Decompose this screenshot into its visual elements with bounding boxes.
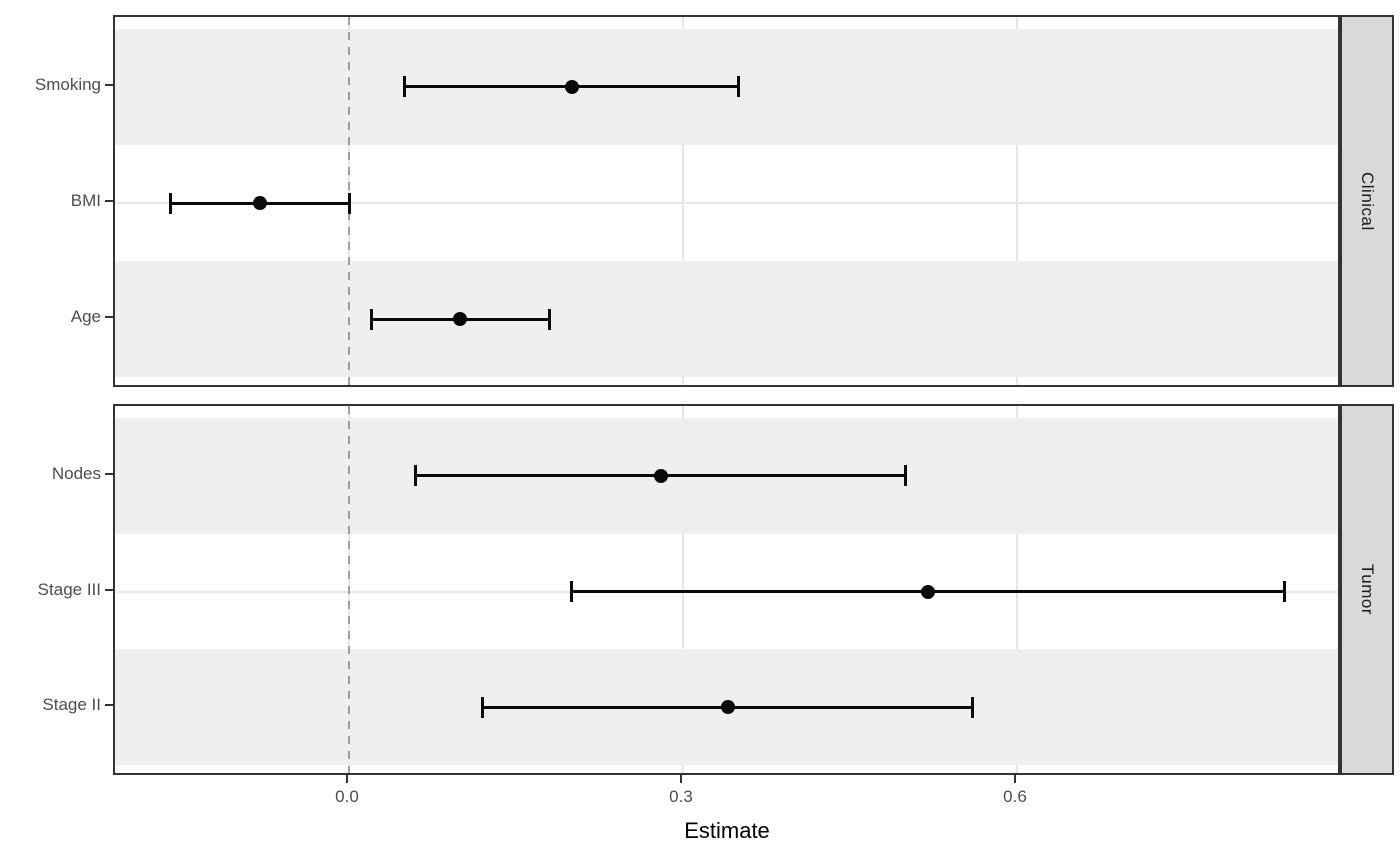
gridline-x-0.3 <box>681 17 684 385</box>
y-axis-label-bmi: BMI <box>70 191 101 210</box>
y-axis-label-nodes: Nodes <box>51 463 101 483</box>
gridline-x-0.6 <box>1015 406 1018 773</box>
error-bar-cap-high-stage-iii <box>1282 581 1286 602</box>
point-estimate-age <box>453 312 468 327</box>
error-bar-cap-low-stage-iii <box>570 581 574 602</box>
y-axis-tick-nodes <box>105 472 113 475</box>
x-axis-tick-0.3 <box>679 775 682 783</box>
error-bar-cap-high-age <box>547 308 551 330</box>
x-axis-tick-label-0.3: 0.3 <box>669 787 693 806</box>
facet-panel-clinical <box>113 15 1340 387</box>
y-axis-label-smoking: Smoking <box>34 74 101 94</box>
error-bar-cap-low-bmi <box>169 192 173 214</box>
error-bar-cap-high-smoking <box>737 76 741 98</box>
error-bar-cap-low-stage-ii <box>481 696 485 718</box>
facet-panel-tumor <box>113 404 1340 775</box>
error-bar-cap-high-bmi <box>347 192 351 214</box>
point-estimate-nodes <box>653 468 668 483</box>
x-axis-tick-0.6 <box>1013 775 1016 783</box>
y-axis-tick-smoking <box>105 83 113 86</box>
point-estimate-stage-ii <box>720 700 735 715</box>
zero-reference-line <box>348 406 350 773</box>
gridline-y-bmi <box>115 202 1338 204</box>
x-axis-tick-0.0 <box>346 775 348 783</box>
point-estimate-bmi <box>252 196 267 210</box>
facet-strip-clinical: Clinical <box>1340 15 1394 387</box>
row-stripe-age <box>115 261 1338 378</box>
x-axis-tick-label-0.0: 0.0 <box>335 787 359 806</box>
y-axis-label-stage-ii: Stage II <box>42 695 101 715</box>
y-axis-tick-stage-iii <box>105 588 113 591</box>
y-axis-label-age: Age <box>70 307 101 327</box>
point-estimate-stage-iii <box>920 584 935 599</box>
facet-strip-tumor: Tumor <box>1340 404 1394 775</box>
error-bar-cap-high-stage-ii <box>970 696 974 718</box>
gridline-x-0.6 <box>1015 17 1018 385</box>
point-estimate-smoking <box>564 79 579 94</box>
error-bar-cap-low-smoking <box>403 76 407 98</box>
error-bar-cap-low-nodes <box>414 465 418 487</box>
facet-strip-label-clinical: Clinical <box>1358 171 1377 231</box>
y-axis-label-stage-iii: Stage III <box>37 579 101 599</box>
y-axis-tick-age <box>105 316 113 319</box>
y-axis-tick-stage-ii <box>105 704 113 707</box>
error-bar-cap-high-nodes <box>904 465 908 487</box>
gridline-x-0.3 <box>681 406 684 773</box>
x-axis-title: Estimate <box>684 818 770 843</box>
error-bar-cap-low-age <box>369 308 373 330</box>
y-axis-tick-bmi <box>105 200 113 202</box>
facet-strip-label-tumor: Tumor <box>1358 564 1377 615</box>
x-axis-tick-label-0.6: 0.6 <box>1003 787 1027 806</box>
